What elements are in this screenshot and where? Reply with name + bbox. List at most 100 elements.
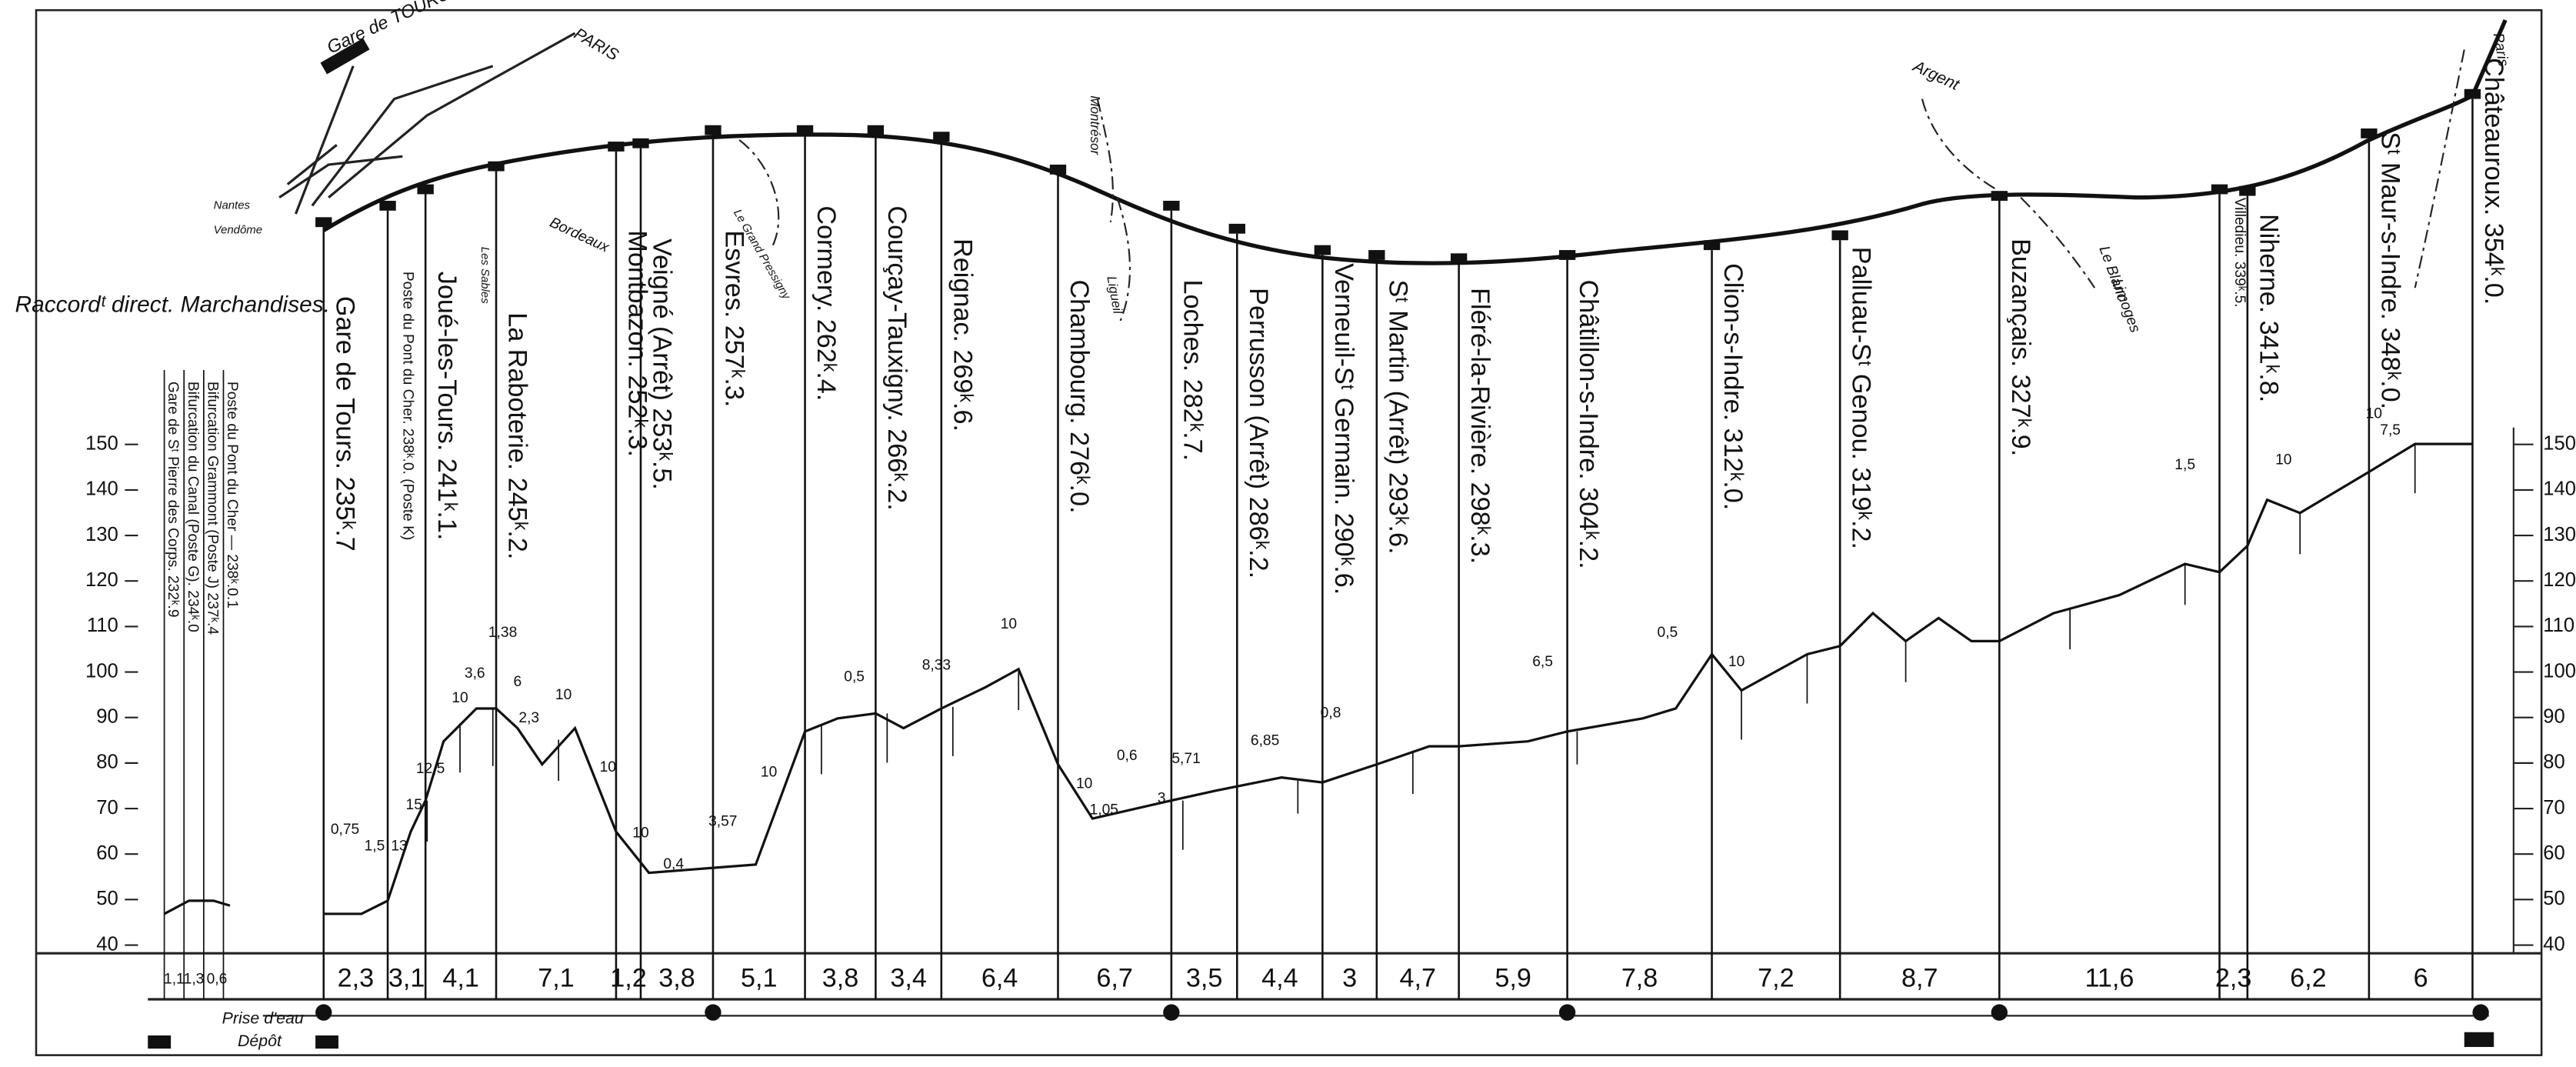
gradient-label: 15 [406,797,422,813]
station-label: Niherne. 341ᵏ.8. [2254,214,2283,402]
water-point [2472,1004,2489,1021]
depot-label: Dépôt [238,1032,282,1050]
station-mark [417,184,434,195]
left-station-label: Bifurcation Grammont (Poste J) 237ᵏ.4 [204,382,220,635]
altitude-label: 120 [85,569,118,591]
distance-label: 4,7 [1399,963,1435,992]
tours-station-mark [320,38,370,75]
distance-label: 2,3 [338,963,374,992]
station-label: Fléré-la-Rivière. 298ᵏ.3. [1465,288,1495,564]
station-mark [1991,191,2008,201]
gradient-label: 10 [1001,616,1017,632]
gradient-label: 10 [452,690,468,706]
distance-label: 6,4 [981,963,1018,992]
water-point [1163,1004,1180,1021]
station-mark [2239,185,2256,196]
altitude-label: 140 [85,478,118,500]
distance-label: 3 [1342,963,1357,992]
track-plan [322,18,2508,265]
gradient-label: 6 [513,674,522,690]
gradient-label: 5,71 [1171,751,1200,767]
station-mark [796,125,814,135]
station-mark [1368,250,1385,260]
distance-label: 6,2 [2290,963,2326,992]
altitude-label: 110 [2543,615,2574,636]
altitude-label: 80 [2543,752,2565,773]
distance-label: 2,3 [2215,963,2251,992]
station-label: Cormery. 262ᵏ.4. [811,205,841,401]
altitude-label: 130 [2543,524,2576,545]
distance-label: 8,7 [1901,963,1938,992]
gradient-label: 3,6 [465,665,485,682]
station-mark [867,125,885,135]
left-station-label: Gare de Sᵗ Pierre des Corps. 232ᵏ.9 [165,382,181,618]
station-label: Châtillon-s-Indre. 304ᵏ.2. [1574,280,1603,569]
altitude-label: 70 [96,797,118,819]
left-distance-label: 1,3 [184,971,205,987]
station-label: Palluau-Sᵗ Genou. 319ᵏ.2. [1847,247,1876,549]
station-mark [1163,200,1180,211]
profile-hatching [426,444,2416,850]
map-label: Montrésor [1088,95,1102,155]
gradient-label: 10 [1728,654,1745,670]
gradient-label: 3,57 [708,813,737,829]
altitude-label: 150 [2543,433,2576,455]
station-mark [632,138,649,148]
station-mark [488,161,505,172]
station-label: Reignac. 269ᵏ.6. [948,238,977,432]
gradient-label: 0,5 [1658,625,1678,641]
station-label: Montbazon. 252ᵏ.3. [623,230,652,457]
station-label: Courçay-Tauxigny. 266ᵏ.2. [882,205,911,510]
gradient-label: 1,38 [488,625,517,641]
gradient-label: 8,33 [922,658,951,674]
station-label: Verneuil-Sᵗ Germain. 290ᵏ.6. [1329,263,1358,595]
gradient-label: 10 [555,687,572,703]
distance-label: 3,4 [890,963,926,992]
gradient-label: 10 [600,759,616,775]
distance-label: 3,1 [388,963,425,992]
gradient-label: 0,4 [663,856,684,872]
station-mark [933,132,950,142]
gradient-label: 10 [2366,406,2382,422]
altitude-label: 50 [96,888,118,909]
distance-label: 7,1 [538,963,574,992]
frame [35,8,2543,1056]
gradient-label: 10 [1076,775,1092,792]
station-label: Joué-les-Tours. 241ᵏ.1. [432,272,462,541]
station-label: Clion-s-Indre. 312ᵏ.0. [1718,263,1748,510]
altitude-label: 110 [87,615,118,636]
distance-label: 5,9 [1495,963,1531,992]
distance-label: 4,4 [1261,963,1298,992]
water-label: Prise d'eau [222,1009,304,1027]
station-mark [1450,253,1468,264]
station-label: Buzançais. 327ᵏ.9. [2006,238,2035,456]
altitude-label: 150 [85,433,118,455]
station-label: Loches. 282ᵏ.7. [1178,280,1207,462]
station-label: Gare de Tours. 235ᵏ.7 [330,296,359,552]
station-label: Sᵗ Martin (Arrêt) 293ᵏ.6. [1383,280,1412,555]
distance-label: 3,5 [1186,963,1222,992]
gradient-label: 10 [761,764,777,780]
left-distance-label: 1,1 [164,971,185,987]
station-label: Poste du Pont du Cher. 238ᵏ.0. (Poste K) [400,272,416,540]
station-mark [1049,165,1067,175]
altitude-label: 100 [2543,660,2576,682]
water-point [1558,1004,1576,1021]
gradient-label: 13 [391,838,407,854]
station-mark [1831,230,1848,241]
gradient-label: 0,8 [1321,705,1341,721]
distance-label: 7,8 [1621,963,1658,992]
depot-mark [2464,1032,2494,1047]
gradient-label: 10 [632,825,648,841]
altitude-label: 60 [96,842,118,864]
station-label: Veigné (Arrêt) 253ᵏ.5. [648,238,677,490]
water-point [705,1004,721,1021]
altitude-label: 140 [2543,478,2576,500]
station-label: Châteauroux. 354ᵏ.0. [2479,58,2508,305]
station-label: Sᵗ Maur-s-Indre. 348ᵏ.0. [2375,132,2404,409]
station-label: La Raboterie. 245ᵏ.2. [503,312,532,559]
station-label: Esvres. 257ᵏ.3. [720,230,749,407]
station-mark [315,217,332,228]
